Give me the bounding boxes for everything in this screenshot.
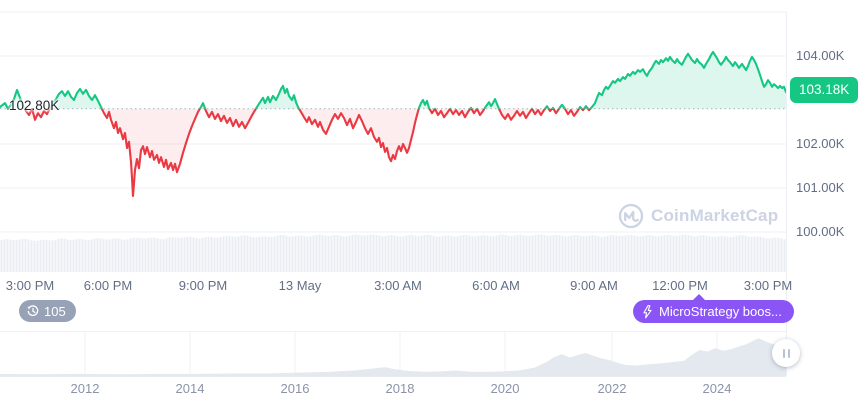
year-label: 2012: [70, 381, 100, 396]
news-badge-pointer: [693, 294, 705, 300]
news-event-label: MicroStrategy boos...: [659, 304, 782, 319]
price-chart-svg: [0, 11, 786, 272]
gridlines: [0, 11, 786, 233]
minimap-drag-handle[interactable]: [772, 339, 800, 367]
y-tick: 104.00K: [796, 48, 845, 63]
x-tick: 9:00 AM: [570, 278, 618, 293]
x-tick: 3:00 AM: [374, 278, 422, 293]
price-line-red: [6, 108, 592, 197]
y-tick: 101.00K: [796, 180, 845, 195]
main-chart-area[interactable]: 102.80K CoinMarketCap: [0, 0, 786, 272]
x-tick: 6:00 PM: [83, 278, 133, 293]
timeline-minimap[interactable]: [0, 331, 786, 377]
baseline-price-label: 102.80K: [9, 98, 60, 113]
pause-bar-icon: [782, 348, 785, 358]
watermark-text: CoinMarketCap: [651, 206, 779, 225]
x-tick: 9:00 PM: [178, 278, 228, 293]
x-tick: 12:00 PM: [652, 278, 708, 293]
coinmarketcap-logo-icon: [618, 203, 644, 229]
axis-divider: [786, 12, 787, 375]
events-count-label: 105: [44, 303, 66, 319]
news-event-badge[interactable]: MicroStrategy boos...: [633, 294, 794, 323]
x-tick: 3:00 PM: [743, 278, 793, 293]
year-label: 2022: [597, 381, 627, 396]
x-tick: 13 May: [278, 278, 322, 293]
events-count-badge[interactable]: 105: [19, 300, 76, 322]
history-clock-icon: [27, 305, 39, 317]
price-area-below-baseline: [24, 108, 591, 196]
minimap-svg: [0, 332, 786, 376]
volume-bars: [0, 234, 786, 272]
year-label: 2020: [490, 381, 520, 396]
x-axis: 3:00 PM 6:00 PM 9:00 PM 13 May 3:00 AM 6…: [0, 278, 800, 294]
y-axis: 104.00K 102.00K 101.00K 100.00K 103.18K: [787, 0, 860, 272]
lightning-icon: [643, 304, 652, 318]
x-tick: 3:00 PM: [5, 278, 55, 293]
y-tick: 102.00K: [796, 136, 845, 151]
year-label: 2016: [280, 381, 310, 396]
minimap-year-labels: 2012 2014 2016 2018 2020 2022 2024: [0, 381, 800, 397]
year-label: 2014: [175, 381, 205, 396]
year-label: 2024: [702, 381, 732, 396]
pause-bar-icon: [787, 348, 790, 358]
watermark: CoinMarketCap: [618, 203, 778, 229]
x-tick: 6:00 AM: [472, 278, 520, 293]
minimap-area: [0, 338, 786, 376]
price-line-green: [0, 50, 786, 109]
year-label: 2018: [385, 381, 415, 396]
y-tick: 100.00K: [796, 224, 845, 239]
minimap-left-fade: [0, 332, 26, 374]
price-area-above-baseline: [0, 52, 786, 109]
current-price-badge: 103.18K: [790, 77, 859, 103]
